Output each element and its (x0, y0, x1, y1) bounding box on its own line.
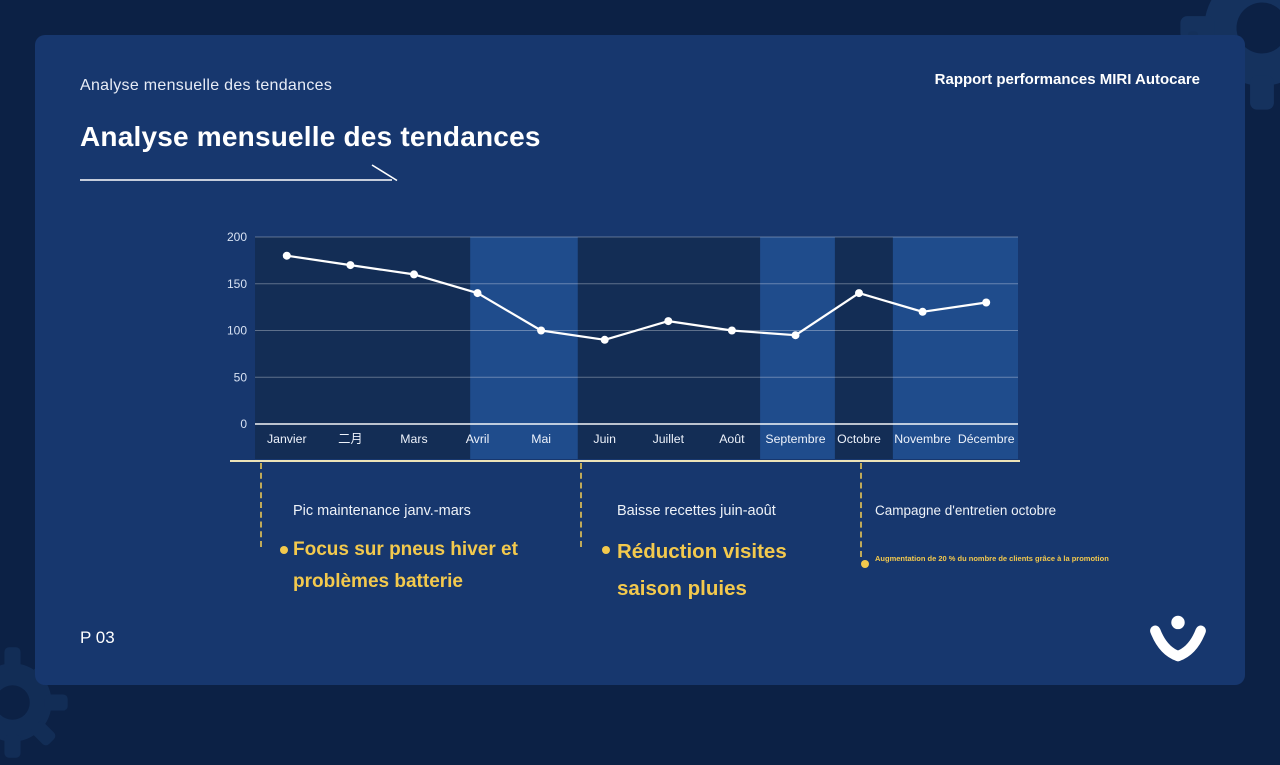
svg-text:Septembre: Septembre (765, 432, 825, 446)
svg-text:Novembre: Novembre (894, 432, 951, 446)
slide-eyebrow: Analyse mensuelle des tendances (80, 77, 332, 95)
svg-text:Juin: Juin (593, 432, 616, 446)
miri-logo-icon (1147, 613, 1209, 665)
svg-text:Mars: Mars (400, 432, 427, 446)
callout-note-text: Augmentation de 20 % du nombre de client… (875, 554, 1135, 563)
timeline-divider (230, 460, 1020, 462)
svg-text:0: 0 (240, 417, 247, 431)
bullet-dot-icon (602, 546, 610, 554)
callout-octobre: Campagne d'entretien octobre Augmentatio… (875, 503, 1135, 563)
svg-text:Décembre: Décembre (958, 432, 1015, 446)
callout-label: Baisse recettes juin-août (617, 503, 862, 519)
trend-line-chart: 0 50 100 150 200 Janvier 二月 Mars Avril Mai Juin Jui… (223, 225, 1023, 463)
svg-text:Juillet: Juillet (653, 432, 685, 446)
title-underline-arrow (80, 163, 415, 189)
svg-text:二月: 二月 (338, 432, 363, 446)
callout-label: Campagne d'entretien octobre (875, 503, 1135, 518)
svg-text:100: 100 (227, 324, 247, 338)
bullet-dot-icon (861, 560, 869, 568)
svg-text:150: 150 (227, 277, 247, 291)
svg-text:50: 50 (234, 370, 248, 384)
slide-panel: Analyse mensuelle des tendances Rapport … (35, 35, 1245, 685)
report-title: Rapport performances MIRI Autocare (935, 71, 1200, 88)
svg-text:200: 200 (227, 230, 247, 244)
svg-text:Avril: Avril (466, 432, 490, 446)
page-title: Analyse mensuelle des tendances (80, 121, 541, 153)
callout-juin-aout: Baisse recettes juin-août Réduction visi… (617, 503, 862, 608)
page-number: P 03 (80, 628, 115, 648)
svg-text:Août: Août (719, 432, 745, 446)
svg-text:Mai: Mai (531, 432, 551, 446)
svg-text:Octobre: Octobre (837, 432, 881, 446)
callout-highlight-text: Réduction visites saison pluies (617, 534, 832, 608)
callout-connector-line (260, 463, 262, 547)
callout-janv-mars: Pic maintenance janv.-mars Focus sur pne… (293, 503, 548, 599)
bullet-dot-icon (280, 546, 288, 554)
callout-label: Pic maintenance janv.-mars (293, 503, 548, 519)
svg-text:Janvier: Janvier (267, 432, 307, 446)
callout-connector-line (580, 463, 582, 547)
callout-highlight-text: Focus sur pneus hiver et problèmes batte… (293, 534, 521, 599)
